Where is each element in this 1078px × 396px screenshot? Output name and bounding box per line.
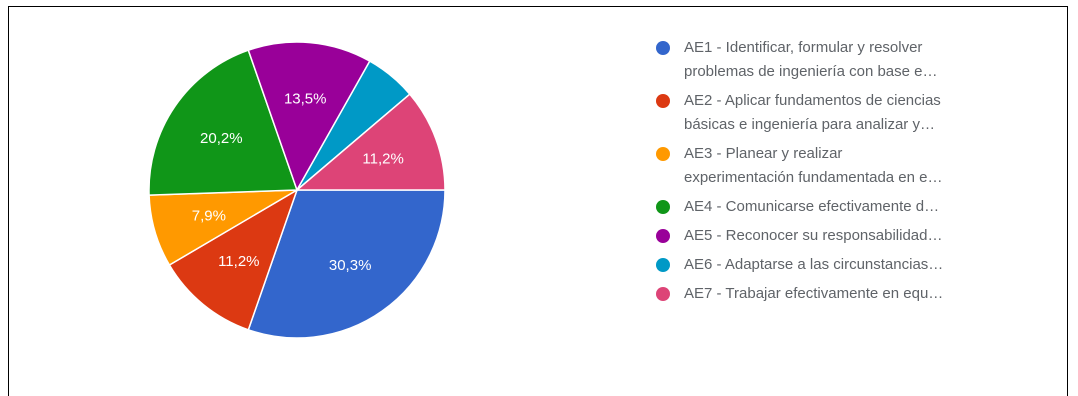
legend-item-1[interactable]: AE1 - Identificar, formular y resolver pr…	[654, 36, 1054, 84]
pie-slice-7[interactable]	[294, 93, 446, 191]
legend-swatch-icon	[656, 41, 670, 55]
slice-label-1: 30,3%	[329, 257, 372, 274]
slice-label-2: 11,2%	[218, 253, 259, 270]
legend-label: básicas e ingeniería para analizar y…	[684, 116, 935, 133]
legend-label: AE3 - Planear y realizar	[684, 145, 843, 162]
pie-slice-4[interactable]	[148, 49, 299, 196]
legend-label: experimentación fundamentada en e…	[684, 169, 943, 186]
legend-label: AE7 - Trabajar efectivamente en equ…	[684, 285, 944, 302]
pie-slice-5[interactable]	[247, 41, 371, 192]
slice-label-5: 13,5%	[284, 91, 327, 108]
legend-label: AE1 - Identificar, formular y resolver	[684, 39, 923, 56]
slice-label-7: 11,2%	[362, 150, 403, 167]
legend-item-4[interactable]: AE4 - Comunicarse efectivamente d…	[654, 195, 1054, 219]
legend-label: AE5 - Reconocer su responsabilidad…	[684, 227, 943, 244]
legend-item-5[interactable]: AE5 - Reconocer su responsabilidad…	[654, 224, 1054, 248]
legend-label: AE4 - Comunicarse efectivamente d…	[684, 198, 940, 215]
slice-label-3: 7,9%	[192, 208, 226, 225]
pie-slice-1[interactable]	[247, 189, 446, 339]
legend-swatch-icon	[656, 147, 670, 161]
legend-item-6[interactable]: AE6 - Adaptarse a las circunstancias…	[654, 253, 1054, 277]
legend-label: AE6 - Adaptarse a las circunstancias…	[684, 256, 944, 273]
legend-swatch-icon	[656, 94, 670, 108]
pie-slice-2[interactable]	[168, 188, 299, 331]
chart-frame	[8, 6, 1068, 396]
legend-item-3[interactable]: AE3 - Planear y realizar experimentación …	[654, 142, 1054, 190]
legend-swatch-icon	[656, 229, 670, 243]
pie-chart: 30,3% 11,2% 7,9% 20,2% 13,5% 11,2%	[148, 41, 446, 339]
legend-swatch-icon	[656, 200, 670, 214]
chart-legend: AE1 - Identificar, formular y resolver pr…	[654, 36, 1054, 311]
legend-swatch-icon	[656, 287, 670, 301]
legend-item-7[interactable]: AE7 - Trabajar efectivamente en equ…	[654, 282, 1054, 306]
legend-label: problemas de ingeniería con base e…	[684, 63, 938, 80]
legend-item-2[interactable]: AE2 - Aplicar fundamentos de ciencias bás…	[654, 89, 1054, 137]
slice-label-4: 20,2%	[200, 130, 243, 147]
legend-swatch-icon	[656, 258, 670, 272]
legend-label: AE2 - Aplicar fundamentos de ciencias	[684, 92, 941, 109]
